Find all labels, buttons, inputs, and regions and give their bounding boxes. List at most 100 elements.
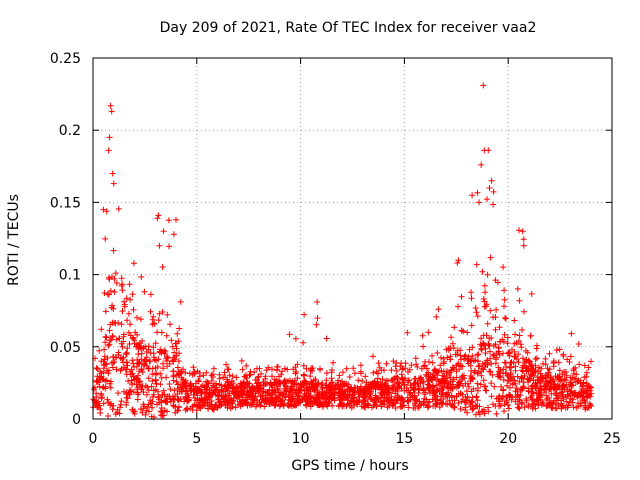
data-point <box>460 328 467 335</box>
data-point <box>361 392 368 399</box>
data-point <box>469 375 476 382</box>
data-point <box>193 389 200 395</box>
data-point <box>110 359 117 366</box>
data-point <box>134 396 141 403</box>
data-point <box>572 364 579 371</box>
data-point <box>473 261 480 268</box>
data-point <box>520 362 527 369</box>
data-point <box>528 290 535 297</box>
data-point <box>542 374 549 381</box>
data-point <box>516 396 523 403</box>
data-point <box>277 389 283 396</box>
data-point <box>143 391 150 398</box>
data-point <box>523 397 530 404</box>
data-point <box>568 387 575 394</box>
data-point <box>447 401 454 408</box>
data-point <box>370 353 376 360</box>
data-point <box>388 386 395 392</box>
data-point <box>145 387 152 394</box>
data-point <box>118 340 125 347</box>
data-point <box>379 376 386 383</box>
data-point <box>102 333 109 340</box>
data-point <box>93 365 100 371</box>
data-point <box>175 338 182 345</box>
data-point <box>413 361 420 368</box>
data-point <box>218 382 225 389</box>
data-point <box>468 399 475 406</box>
data-point <box>519 326 525 333</box>
data-point <box>102 235 109 242</box>
x-tick-label: 5 <box>192 431 201 447</box>
data-point <box>176 371 183 378</box>
data-point <box>107 321 114 328</box>
data-point <box>408 384 415 391</box>
data-point <box>493 410 500 417</box>
data-point <box>200 372 207 379</box>
data-point <box>155 317 162 324</box>
data-point <box>134 375 141 382</box>
data-point <box>212 387 219 394</box>
data-point <box>208 377 215 384</box>
data-point <box>260 379 267 386</box>
data-point <box>188 387 195 394</box>
data-point <box>103 208 110 215</box>
data-point <box>157 346 164 353</box>
data-point <box>147 291 154 298</box>
data-point <box>381 367 387 374</box>
data-point <box>128 388 134 395</box>
data-point <box>331 397 338 404</box>
data-point <box>120 388 127 395</box>
data-point <box>477 381 484 388</box>
data-point <box>391 396 397 403</box>
data-point <box>430 383 436 390</box>
data-point <box>359 378 366 384</box>
data-point <box>274 366 281 373</box>
data-point <box>314 380 321 387</box>
data-point <box>129 291 136 298</box>
data-point <box>486 185 493 191</box>
data-point <box>229 373 236 380</box>
data-point <box>429 352 435 359</box>
data-point <box>113 280 120 286</box>
data-point <box>405 397 412 404</box>
data-point <box>458 356 464 363</box>
data-point <box>110 247 117 254</box>
data-point <box>512 353 519 360</box>
data-point <box>115 390 121 397</box>
data-point <box>500 387 507 394</box>
data-point <box>399 376 406 382</box>
data-point <box>323 377 330 384</box>
data-point <box>488 380 495 387</box>
data-point <box>484 196 490 203</box>
data-point <box>314 315 321 322</box>
data-point <box>495 395 502 401</box>
data-point <box>404 398 411 405</box>
data-point <box>481 383 488 390</box>
data-point <box>221 369 228 376</box>
data-point <box>499 350 506 357</box>
data-point <box>422 401 429 408</box>
data-point <box>394 376 401 383</box>
data-point <box>147 358 154 365</box>
data-point <box>457 406 464 412</box>
data-point <box>336 372 343 379</box>
data-point <box>298 396 305 403</box>
data-point <box>412 355 419 362</box>
data-point <box>292 370 299 377</box>
data-point <box>150 344 157 351</box>
data-point <box>464 409 471 416</box>
data-point <box>515 404 522 411</box>
data-point <box>172 409 179 416</box>
data-point <box>382 389 389 396</box>
data-point <box>145 365 152 372</box>
data-point <box>468 289 475 296</box>
data-point <box>155 212 162 219</box>
data-point <box>443 346 450 353</box>
data-point <box>520 242 527 249</box>
data-point <box>413 396 420 403</box>
data-point <box>479 360 486 367</box>
data-point <box>243 372 250 379</box>
data-point <box>511 317 518 324</box>
data-point <box>504 377 511 384</box>
data-point <box>113 366 120 373</box>
